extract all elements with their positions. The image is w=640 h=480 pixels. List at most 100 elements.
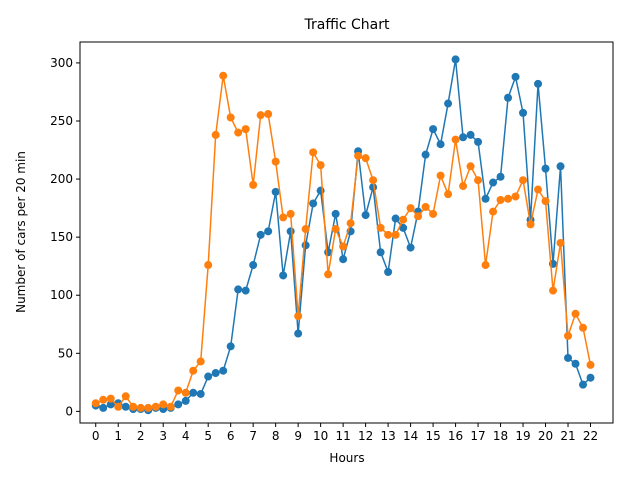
series-2-point	[421, 202, 430, 211]
series-1-point	[294, 329, 303, 338]
series-2-point	[526, 220, 535, 229]
x-tick-label: 9	[294, 429, 302, 443]
series-2-point	[144, 403, 153, 412]
series-2	[91, 71, 595, 412]
series-2-point	[496, 195, 505, 204]
series-1-point	[556, 162, 565, 171]
x-tick-label: 13	[380, 429, 395, 443]
series-1-point	[481, 194, 490, 203]
x-tick-label: 2	[137, 429, 145, 443]
x-tick-label: 21	[560, 429, 575, 443]
series-1-point	[279, 271, 288, 280]
series-1-point	[534, 79, 543, 88]
series-1-point	[264, 227, 273, 236]
series-2-point	[541, 197, 550, 206]
series-2-point	[309, 148, 318, 157]
chart-title: Traffic Chart	[304, 17, 390, 33]
series-2-point	[586, 360, 595, 369]
series-1-point	[451, 55, 460, 64]
series-1-point	[211, 369, 220, 378]
series-2-point	[564, 331, 573, 340]
series-2-point	[121, 392, 130, 401]
series-2-point	[196, 357, 205, 366]
series-2-point	[549, 286, 558, 295]
series-2-point	[511, 192, 520, 201]
series-1-point	[204, 372, 213, 381]
series-1-point	[541, 164, 550, 173]
y-tick-label: 300	[50, 56, 73, 70]
series-2-point	[519, 176, 528, 185]
series-2-point	[249, 180, 258, 189]
series-1-point	[271, 187, 280, 196]
series-2-point	[324, 270, 333, 279]
series-1-point	[466, 130, 475, 139]
y-tick-label: 100	[50, 288, 73, 302]
series-1-point	[384, 267, 393, 276]
x-tick-label: 19	[515, 429, 530, 443]
series-1-point	[241, 286, 250, 295]
series-2-point	[481, 261, 490, 270]
series-1-point	[376, 248, 385, 257]
series-2-point	[174, 386, 183, 395]
series-2-point	[151, 402, 160, 411]
series-1-point	[406, 243, 415, 252]
series-1-point	[339, 255, 348, 264]
series-1-point	[249, 261, 258, 270]
series-1-point	[436, 140, 445, 149]
x-tick-label: 11	[335, 429, 350, 443]
series-2-point	[361, 154, 370, 163]
series-1-point	[181, 396, 190, 405]
series-2-point	[286, 209, 295, 218]
series-1-point	[256, 230, 265, 239]
series-1-point	[196, 389, 205, 398]
series-1-point	[564, 353, 573, 362]
x-tick-label: 20	[538, 429, 553, 443]
series-2-point	[489, 207, 498, 216]
series-2-point	[534, 185, 543, 194]
series-2-point	[436, 171, 445, 180]
series-1-point	[511, 72, 520, 81]
series-1-point	[399, 223, 408, 232]
series-1-point	[99, 403, 108, 412]
series-2-point	[391, 230, 400, 239]
series-1-point	[309, 199, 318, 208]
series-2-point	[474, 176, 483, 185]
series-1-point	[316, 186, 325, 195]
y-axis-label: Number of cars per 20 min	[14, 151, 28, 313]
x-tick-label: 3	[159, 429, 167, 443]
series-1-point	[301, 241, 310, 250]
series-2-point	[466, 162, 475, 171]
series-2-point	[166, 402, 175, 411]
y-tick-label: 150	[50, 230, 73, 244]
series-2-point	[459, 182, 468, 191]
series-1-point	[579, 380, 588, 389]
plot-frame	[79, 41, 614, 424]
x-tick-label: 10	[313, 429, 328, 443]
series-2-point	[331, 225, 340, 234]
series-1-point	[226, 342, 235, 351]
series-2-point	[241, 125, 250, 134]
x-tick-label: 4	[182, 429, 190, 443]
series-1-point	[331, 209, 340, 218]
series-1-point	[489, 178, 498, 187]
x-tick-label: 14	[403, 429, 418, 443]
series-1-point	[234, 285, 243, 294]
series-1-point	[429, 125, 438, 134]
x-tick-label: 0	[92, 429, 100, 443]
series-2-point	[99, 395, 108, 404]
series-2-point	[129, 402, 138, 411]
series-2-point	[264, 110, 273, 119]
series-2-point	[444, 190, 453, 199]
series-2-point	[204, 261, 213, 270]
series-2-point	[316, 161, 325, 170]
series-1-point	[444, 99, 453, 108]
series-2-point	[369, 176, 378, 185]
y-tick-label: 0	[65, 404, 73, 418]
x-tick-label: 16	[448, 429, 463, 443]
series-2-point	[211, 130, 220, 139]
series-2-point	[256, 111, 265, 120]
series-2-point	[106, 394, 115, 403]
series-1-point	[519, 108, 528, 117]
series-2-point	[429, 209, 438, 218]
series-2-point	[226, 113, 235, 122]
